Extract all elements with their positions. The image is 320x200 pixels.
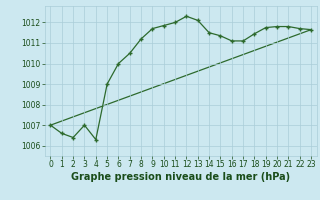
- X-axis label: Graphe pression niveau de la mer (hPa): Graphe pression niveau de la mer (hPa): [71, 172, 290, 182]
